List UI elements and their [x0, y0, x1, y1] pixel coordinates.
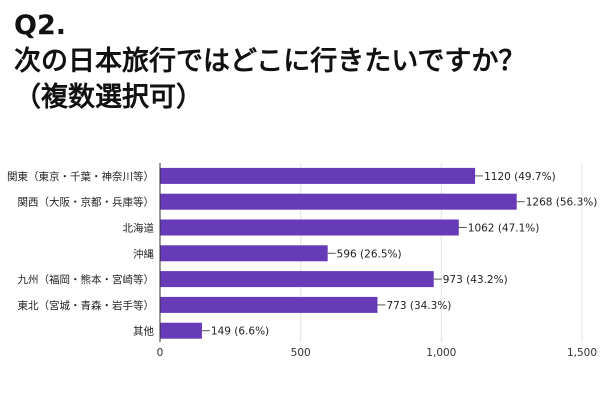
question-text: 次の日本旅行ではどこに行きたいですか？ [14, 46, 526, 77]
question-note: （複数選択可） [14, 82, 203, 113]
x-tick-label: 1,500 [567, 347, 597, 359]
data-label: 1062 (47.1%) [468, 223, 540, 235]
category-label: 其他 [133, 325, 154, 338]
x-tick-label: 0 [157, 347, 164, 359]
bar [160, 296, 378, 313]
bar [160, 245, 328, 262]
data-label: 1268 (56.3%) [526, 197, 598, 209]
x-tick-label: 500 [291, 347, 311, 359]
data-label: 149 (6.6%) [211, 326, 269, 338]
bar [160, 219, 459, 236]
bar [160, 322, 202, 339]
category-label: 東北（宮城・青森・岩手等） [18, 299, 155, 312]
bar [160, 271, 434, 288]
category-label: 関東（東京・千葉・神奈川等） [7, 170, 154, 183]
data-label: 1120 (49.7%) [484, 171, 556, 183]
question-number: Q2. [14, 10, 66, 41]
category-label: 北海道 [123, 222, 155, 235]
title-block: Q2. 次の日本旅行ではどこに行きたいですか？ （複数選択可） [14, 8, 525, 116]
category-label: 関西（大阪・京都・兵庫等） [18, 196, 155, 209]
data-label: 973 (43.2%) [443, 274, 508, 286]
data-label: 596 (26.5%) [337, 248, 402, 260]
category-label: 九州（福岡・熊本・宮崎等） [18, 273, 155, 286]
category-label: 沖縄 [133, 247, 154, 260]
x-tick-label: 1,000 [426, 347, 456, 359]
bar [160, 167, 476, 184]
bar [160, 193, 517, 210]
data-label: 773 (34.3%) [386, 300, 451, 312]
